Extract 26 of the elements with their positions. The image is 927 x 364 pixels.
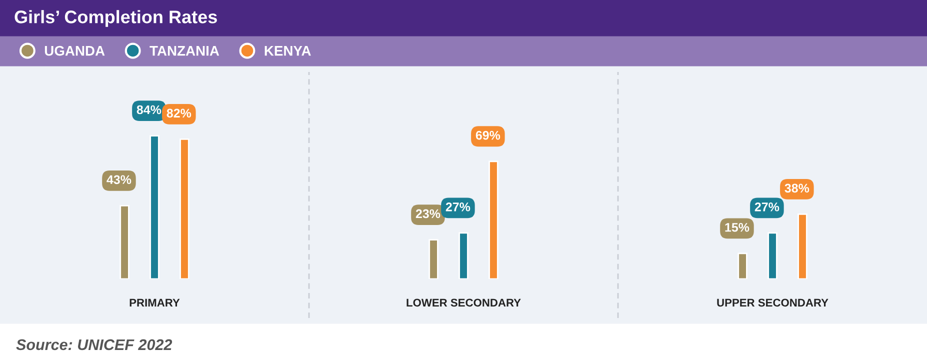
- bar: [120, 205, 130, 279]
- bar: [798, 214, 808, 279]
- source-note: Source: UNICEF 2022: [16, 339, 172, 350]
- bar: [738, 252, 748, 279]
- data-label: 15%: [725, 222, 750, 232]
- data-label: 82%: [166, 108, 192, 118]
- chart-title: Girls’ Completion Rates: [14, 10, 217, 27]
- data-label: 23%: [416, 209, 440, 218]
- bar: [488, 160, 498, 279]
- x-tick-label: PRIMARY: [130, 298, 180, 306]
- bar: [428, 239, 438, 279]
- bar: [180, 138, 190, 279]
- bar: [458, 232, 468, 279]
- data-label: 84%: [136, 105, 162, 114]
- legend-label: KENYA: [264, 46, 311, 56]
- data-label: 27%: [446, 202, 470, 212]
- x-tick-label: LOWER SECONDARY: [406, 298, 521, 307]
- data-label: 38%: [784, 184, 810, 193]
- bar: [768, 232, 778, 279]
- data-label: 27%: [754, 202, 780, 212]
- legend-label: TANZANIA: [150, 46, 220, 56]
- data-label: 69%: [476, 130, 500, 140]
- legend-label: UGANDA: [44, 46, 105, 56]
- x-tick-label: UPPER SECONDARY: [717, 298, 828, 307]
- data-label: 43%: [106, 175, 132, 184]
- bar: [150, 135, 160, 279]
